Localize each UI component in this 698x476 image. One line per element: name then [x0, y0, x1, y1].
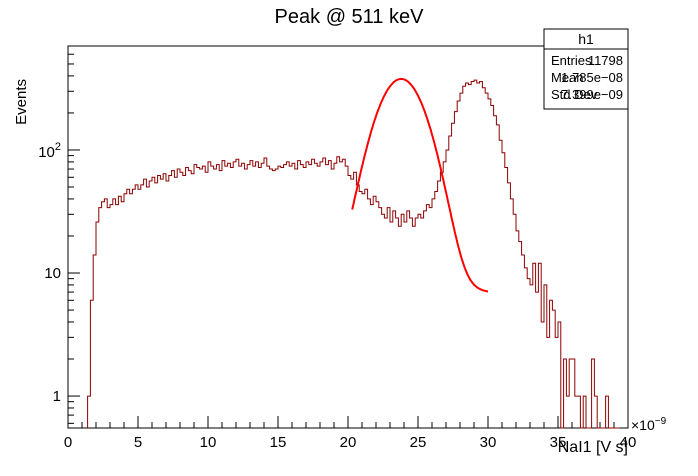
y-tick-label: 10 [44, 265, 61, 282]
stats-label-entries: Entries [551, 53, 592, 68]
stats-box-title: h1 [578, 31, 594, 47]
stats-box: h1 Entries 11798 Mean 1.785e−08 Std Dev … [543, 28, 629, 110]
x-exponent-base: ×10 [631, 417, 655, 433]
stats-value-entries: 11798 [588, 53, 623, 68]
x-tick-label: 0 [64, 434, 72, 451]
stats-box-frame [543, 28, 629, 110]
stats-value-mean: 1.785e−08 [561, 70, 623, 85]
x-tick-label: 5 [134, 434, 142, 451]
stats-value-stddev: 7.399e−09 [561, 87, 623, 102]
stats-label-mean: Mean [551, 70, 584, 85]
x-exponent-power: −9 [655, 416, 667, 427]
x-tick-label: 20 [340, 434, 357, 451]
y-axis: 1 10 102 [38, 45, 80, 424]
stats-label-stddev: Std Dev [551, 87, 598, 102]
chart-title: Peak @ 511 keV [275, 6, 425, 28]
x-axis: 0 5 10 15 20 25 30 35 40 [64, 416, 637, 451]
y-tick-label: 102 [38, 141, 61, 161]
x-axis-label: NaI1 [V s] [558, 439, 628, 456]
histogram-series [87, 79, 620, 429]
x-tick-label: 40 [620, 434, 637, 451]
y-axis-label: Events [13, 79, 30, 125]
x-tick-label: 30 [480, 434, 497, 451]
fit-curve [351, 77, 489, 293]
y-tick-label: 1 [53, 388, 61, 405]
x-tick-label: 25 [410, 434, 427, 451]
x-tick-label: 10 [200, 434, 217, 451]
x-exponent-label: ×10−9 [631, 416, 667, 433]
x-tick-label: 35 [550, 434, 567, 451]
x-tick-label: 15 [270, 434, 287, 451]
